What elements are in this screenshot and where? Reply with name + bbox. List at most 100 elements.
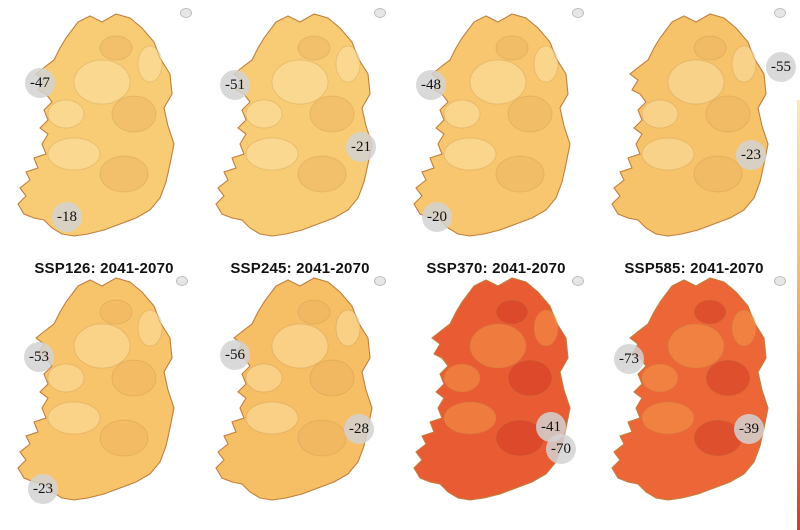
contour-region bbox=[271, 59, 329, 105]
map-panel-8: -73 -39 bbox=[598, 268, 794, 530]
contour-region bbox=[507, 95, 553, 133]
contour-region bbox=[731, 309, 757, 347]
value-marker: -48 bbox=[416, 70, 446, 100]
contour-region bbox=[443, 99, 481, 129]
map-panel-5: -53 -23 bbox=[4, 268, 200, 530]
value-marker: -39 bbox=[734, 414, 764, 444]
contour-region bbox=[533, 309, 559, 347]
ireland-outline bbox=[611, 13, 769, 237]
contour-region bbox=[507, 359, 553, 397]
contour-region bbox=[667, 323, 725, 369]
ireland-map-3 bbox=[413, 13, 571, 237]
panel-title: SSP370: 2041-2070 bbox=[426, 260, 566, 277]
contour-region bbox=[335, 309, 361, 347]
contour-region bbox=[47, 363, 85, 393]
panel-title: SSP126: 2041-2070 bbox=[34, 260, 174, 277]
ireland-map-8 bbox=[611, 277, 769, 501]
contour-region bbox=[495, 155, 545, 193]
contour-region bbox=[99, 419, 149, 457]
ireland-map-1 bbox=[17, 13, 175, 237]
map-panel-4: -55 -23 bbox=[598, 4, 796, 266]
island-dot-icon bbox=[774, 276, 786, 286]
contour-region bbox=[47, 137, 101, 171]
contour-region bbox=[309, 95, 355, 133]
value-marker: -20 bbox=[422, 202, 452, 232]
map-panel-7: -41 -70 bbox=[400, 268, 596, 530]
contour-region bbox=[111, 95, 157, 133]
value-marker: -55 bbox=[766, 52, 796, 82]
island-dot-icon bbox=[572, 276, 584, 286]
contour-region bbox=[297, 155, 347, 193]
ireland-outline bbox=[413, 277, 571, 501]
contour-region bbox=[99, 299, 133, 325]
island-dot-icon bbox=[180, 8, 192, 18]
value-marker: -21 bbox=[346, 132, 376, 162]
contour-region bbox=[309, 359, 355, 397]
contour-region bbox=[641, 137, 695, 171]
contour-region bbox=[271, 323, 329, 369]
map-panel-1: -47 -18 bbox=[4, 4, 200, 266]
contour-region bbox=[731, 45, 757, 83]
contour-region bbox=[335, 45, 361, 83]
map-panel-3: -48 -20 bbox=[400, 4, 596, 266]
island-dot-icon bbox=[572, 8, 584, 18]
contour-region bbox=[297, 419, 347, 457]
island-dot-icon bbox=[176, 276, 188, 286]
contour-region bbox=[297, 299, 331, 325]
contour-region bbox=[443, 363, 481, 393]
panel-title: SSP245: 2041-2070 bbox=[230, 260, 370, 277]
value-marker: -56 bbox=[220, 340, 250, 370]
contour-region bbox=[469, 59, 527, 105]
island-dot-icon bbox=[374, 8, 386, 18]
contour-region bbox=[641, 401, 695, 435]
contour-region bbox=[641, 99, 679, 129]
value-marker: -23 bbox=[28, 474, 58, 504]
contour-region bbox=[495, 35, 529, 61]
contour-region bbox=[245, 401, 299, 435]
contour-region bbox=[99, 155, 149, 193]
contour-region bbox=[137, 45, 163, 83]
ireland-map-7 bbox=[413, 277, 571, 501]
panel-title: SSP585: 2041-2070 bbox=[624, 260, 764, 277]
value-marker: -18 bbox=[52, 202, 82, 232]
ireland-map-6 bbox=[215, 277, 373, 501]
map-panel-6: -56 -28 bbox=[202, 268, 398, 530]
contour-region bbox=[705, 95, 751, 133]
contour-region bbox=[47, 99, 85, 129]
value-marker: -28 bbox=[344, 414, 374, 444]
contour-region bbox=[73, 59, 131, 105]
value-marker: -23 bbox=[736, 140, 766, 170]
value-marker: -53 bbox=[24, 342, 54, 372]
map-panel-2: -51 -21 bbox=[202, 4, 398, 266]
value-marker: -73 bbox=[614, 344, 644, 374]
ireland-map-5 bbox=[17, 277, 175, 501]
ireland-map-4 bbox=[611, 13, 769, 237]
contour-region bbox=[99, 35, 133, 61]
contour-region bbox=[245, 363, 283, 393]
contour-region bbox=[443, 137, 497, 171]
contour-region bbox=[533, 45, 559, 83]
value-marker: -47 bbox=[25, 68, 55, 98]
contour-region bbox=[443, 401, 497, 435]
colorbar-edge bbox=[797, 100, 800, 530]
contour-region bbox=[297, 35, 331, 61]
contour-region bbox=[693, 155, 743, 193]
contour-region bbox=[641, 363, 679, 393]
value-marker: -51 bbox=[220, 70, 250, 100]
contour-region bbox=[47, 401, 101, 435]
island-dot-icon bbox=[374, 276, 386, 286]
island-dot-icon bbox=[774, 8, 786, 18]
value-marker: -70 bbox=[546, 434, 576, 464]
contour-region bbox=[111, 359, 157, 397]
contour-region bbox=[693, 299, 727, 325]
contour-region bbox=[495, 299, 529, 325]
contour-region bbox=[705, 359, 751, 397]
contour-region bbox=[137, 309, 163, 347]
contour-region bbox=[469, 323, 527, 369]
contour-region bbox=[245, 137, 299, 171]
contour-region bbox=[73, 323, 131, 369]
contour-region bbox=[667, 59, 725, 105]
contour-region bbox=[245, 99, 283, 129]
contour-region bbox=[693, 35, 727, 61]
